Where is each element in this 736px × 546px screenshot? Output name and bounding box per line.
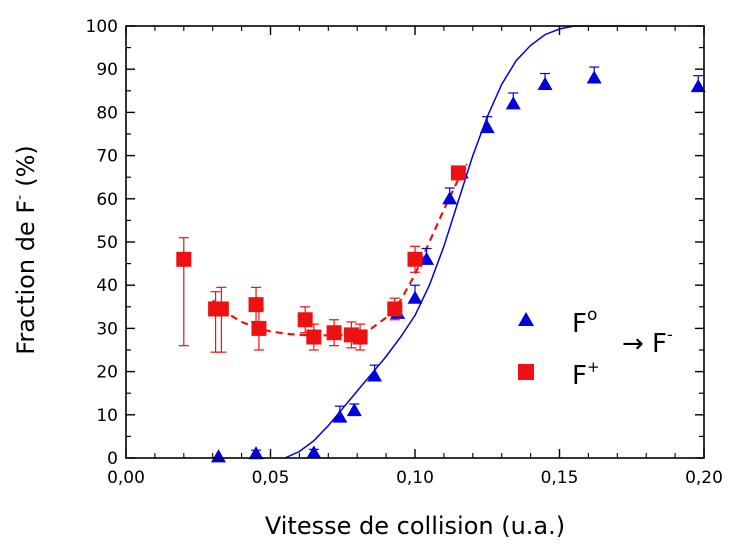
y-tick-label: 10: [96, 406, 118, 426]
square-marker: [176, 251, 192, 267]
y-tick-label: 40: [96, 276, 118, 296]
y-tick-label: 0: [107, 449, 118, 469]
triangle-marker: [537, 76, 553, 90]
y-tick-label: 30: [96, 319, 118, 339]
square-marker: [387, 301, 403, 317]
legend-label-f0-sup: o: [587, 305, 597, 325]
y-tick-label: 50: [96, 233, 118, 253]
legend-label-f0-main: F: [572, 309, 587, 339]
y-tick-label: 70: [96, 147, 118, 167]
y-axis-title: Fraction de F- (%): [12, 145, 40, 354]
plot-frame: [125, 25, 705, 459]
triangle-marker: [332, 409, 348, 423]
legend-square-marker: [518, 364, 534, 380]
x-axis-ticks: 0,00 0,05 0,10 0,15 0,20: [107, 26, 723, 488]
triangle-marker: [479, 120, 495, 134]
square-marker: [297, 312, 313, 328]
x-tick-label: 0,05: [252, 468, 290, 488]
error-bars: [178, 66, 704, 454]
triangle-marker: [367, 368, 383, 382]
y-axis-ticks: 0 10 20 30 40 50 60 70 80 90 100: [86, 17, 704, 469]
x-tick-label: 0,10: [396, 468, 434, 488]
square-marker: [306, 329, 322, 345]
legend-label-fplus-sup: +: [587, 358, 600, 376]
x-tick-label: 0,00: [107, 468, 145, 488]
x-tick-label: 0,15: [541, 468, 579, 488]
triangle-marker: [407, 290, 423, 304]
y-tick-label: 90: [96, 60, 118, 80]
x-axis-title: Vitesse de collision (u.a.): [265, 512, 565, 540]
square-marker: [251, 320, 267, 336]
legend-label-fplus-main: F: [572, 361, 587, 391]
y-tick-label: 20: [96, 363, 118, 383]
square-marker: [326, 325, 342, 341]
legend-label-fplus: F+: [572, 358, 600, 391]
square-marker: [407, 251, 423, 267]
triangle-marker: [248, 446, 264, 460]
triangle-marker: [346, 402, 362, 417]
y-axis-title-superscript: -: [12, 195, 28, 200]
legend-triangle-marker: [518, 312, 534, 326]
x-tick-label: 0,20: [685, 468, 723, 488]
y-tick-label: 80: [96, 103, 118, 123]
square-marker: [213, 301, 229, 317]
triangle-marker: [442, 191, 458, 205]
y-axis-title-unit: (%): [12, 145, 40, 187]
square-marker: [352, 329, 368, 345]
y-tick-label: 100: [86, 17, 118, 37]
legend: FoF+→ F-: [518, 305, 673, 391]
data-markers: [176, 70, 706, 463]
legend-target-sup: -: [667, 325, 673, 344]
triangle-marker: [419, 251, 435, 265]
square-marker: [450, 165, 466, 181]
blue-fit-curve: [284, 25, 647, 459]
triangle-marker: [586, 70, 602, 84]
y-axis-title-main: Fraction de F: [12, 200, 40, 355]
legend-target-main: → F: [622, 329, 667, 359]
fit-curves: [211, 25, 647, 459]
square-marker: [248, 297, 264, 313]
legend-label-f0: Fo: [572, 305, 597, 339]
triangle-marker: [210, 449, 226, 463]
triangle-marker: [690, 78, 706, 93]
triangle-marker: [505, 96, 521, 110]
y-tick-label: 60: [96, 190, 118, 210]
triangle-marker: [306, 445, 322, 459]
legend-target-label: → F-: [622, 325, 673, 359]
